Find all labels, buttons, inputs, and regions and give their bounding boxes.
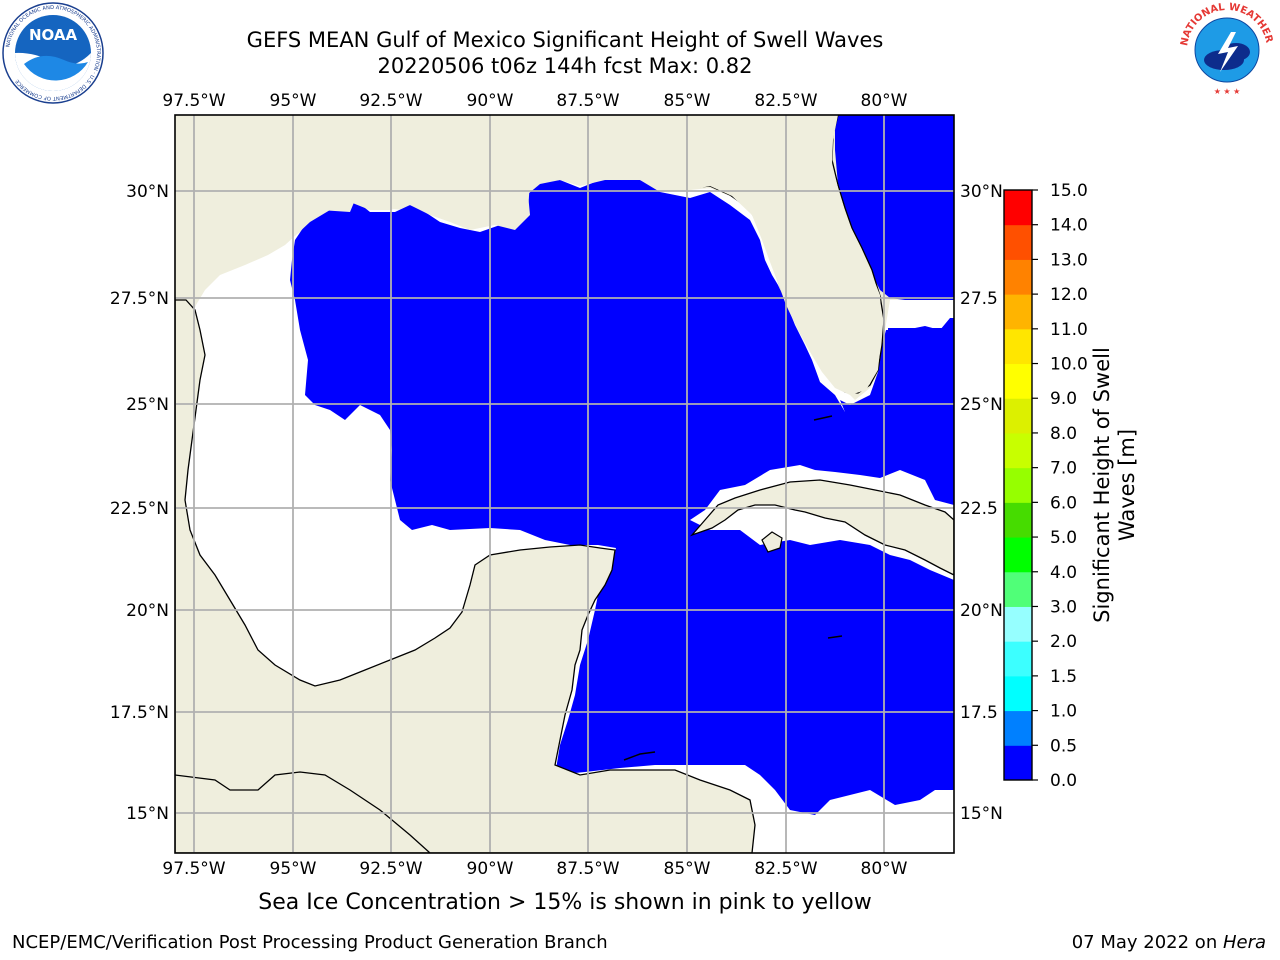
colorbar-segment [1004, 432, 1032, 469]
lon-label-top: 92.5°W [359, 91, 422, 111]
colorbar-tick-label: 14.0 [1050, 216, 1088, 236]
isle-of-youth-land [761, 531, 783, 553]
footer-date-text: 07 May 2022 on [1071, 932, 1223, 953]
lat-label-left: 15°N [126, 804, 169, 824]
lon-label-bottom: 90°W [467, 859, 514, 879]
colorbar-tick-label: 2.0 [1050, 632, 1077, 652]
lat-label-right: 25°N [960, 395, 1003, 415]
colorbar-segment [1004, 190, 1032, 226]
noaa-logo-text: NOAA [29, 26, 78, 44]
map-area [175, 115, 954, 853]
lon-label-top: 82.5°W [754, 91, 817, 111]
colorbar-segment [1004, 710, 1032, 746]
colorbar-segment [1004, 745, 1032, 781]
lon-labels-top: 97.5°W 95°W 92.5°W 90°W 87.5°W 85°W 82.5… [162, 91, 907, 111]
lon-labels-bottom: 97.5°W 95°W 92.5°W 90°W 87.5°W 85°W 82.5… [162, 859, 907, 879]
colorbar-segment [1004, 363, 1032, 399]
colorbar-tick-label: 7.0 [1050, 459, 1077, 479]
lon-label-top: 90°W [467, 91, 514, 111]
colorbar-segment [1004, 606, 1032, 642]
lon-label-bottom: 85°W [664, 859, 711, 879]
lat-label-right: 15°N [960, 804, 1003, 824]
colorbar-tick-label: 4.0 [1050, 563, 1077, 583]
no-data-patch [312, 568, 322, 578]
lat-labels-right: 15°N 17.5 20°N 22.5 25°N 27.5 30°N [960, 182, 1003, 824]
lon-label-top: 87.5°W [556, 91, 619, 111]
cuba-land [689, 479, 954, 576]
noaa-logo: NOAA NATIONAL OCEANIC AND ATMOSPHERIC AD… [2, 2, 104, 104]
colorbar-tick-label: 13.0 [1050, 250, 1088, 270]
chart-subtitle: 20220506 t06z 144h fcst Max: 0.82 [377, 54, 753, 78]
lat-label-right: 20°N [960, 601, 1003, 621]
lat-label-left: 25°N [126, 395, 169, 415]
colorbar-tick-label: 3.0 [1050, 597, 1077, 617]
atlantic-swell-south [888, 328, 954, 500]
colorbar-tick-label: 8.0 [1050, 424, 1077, 444]
chart-title: GEFS MEAN Gulf of Mexico Significant Hei… [246, 28, 884, 52]
nws-logo: NATIONAL WEATHER SERVICE ★ ★ ★ [1176, 2, 1275, 96]
lat-label-left: 20°N [126, 601, 169, 621]
lon-label-bottom: 80°W [861, 859, 908, 879]
colorbar-tick-label: 6.0 [1050, 493, 1077, 513]
lat-label-right: 17.5 [960, 703, 998, 723]
colorbar-frame [1003, 189, 1033, 781]
colorbar-tick-label: 10.0 [1050, 355, 1088, 375]
lon-label-bottom: 95°W [270, 859, 317, 879]
lat-labels-left: 15°N 17.5°N 20°N 22.5°N 25°N 27.5°N 30°N [110, 182, 169, 824]
mexico-land [175, 299, 756, 853]
colorbar-tick-label: 0.0 [1050, 771, 1077, 791]
colorbar-segment [1004, 259, 1032, 295]
lat-label-left: 30°N [126, 182, 169, 202]
lon-label-bottom: 97.5°W [162, 859, 225, 879]
lon-label-bottom: 92.5°W [359, 859, 422, 879]
us-gulf-coast-land [175, 115, 882, 395]
colorbar-tick-label: 15.0 [1050, 181, 1088, 201]
graticule [175, 115, 954, 853]
colorbar-segment [1004, 675, 1032, 712]
colorbar-label: Significant Height of Swell Waves [m] [1090, 347, 1139, 623]
colorbar-segment [1004, 328, 1032, 365]
lat-label-left: 17.5°N [110, 703, 169, 723]
lon-label-bottom: 87.5°W [556, 859, 619, 879]
lat-label-right: 30°N [960, 182, 1003, 202]
colorbar-tick-label: 0.5 [1050, 736, 1077, 756]
colorbar-tick-label: 9.0 [1050, 389, 1077, 409]
lat-label-left: 27.5°N [110, 289, 169, 309]
colorbar-segment [1004, 294, 1032, 330]
colorbar-segment [1004, 502, 1032, 538]
svg-text:★ ★ ★: ★ ★ ★ [1214, 87, 1241, 96]
colorbar-segment [1004, 641, 1032, 677]
lat-label-right: 22.5 [960, 499, 998, 519]
colorbar-segment [1004, 467, 1032, 503]
colorbar-segment [1004, 571, 1032, 607]
footer-date: 07 May 2022 on Hera [1072, 932, 1266, 953]
colorbar-tick-label: 1.0 [1050, 702, 1077, 722]
cayman-islands [623, 415, 843, 761]
no-data-patch [196, 450, 206, 486]
footer-host: Hera [1222, 932, 1266, 953]
colorbar-tick-label: 12.0 [1050, 285, 1088, 305]
lon-label-top: 97.5°W [162, 91, 225, 111]
swell-region-low [290, 180, 954, 815]
colorbar-segment [1004, 537, 1032, 573]
colorbar: 0.0 0.5 1.0 1.5 2.0 3.0 4.0 5.0 6.0 7.0 8.0 9.0 10.0… [1003, 181, 1088, 791]
lon-label-top: 80°W [861, 91, 908, 111]
lon-label-top: 85°W [664, 91, 711, 111]
sea-ice-note: Sea Ice Concentration > 15% is shown in … [258, 890, 872, 915]
map-frame [174, 114, 955, 854]
no-data-patch [264, 308, 284, 320]
lat-label-left: 22.5°N [110, 499, 169, 519]
colorbar-tick-label: 11.0 [1050, 320, 1088, 340]
gulf-west-white [188, 240, 480, 684]
lon-label-bottom: 82.5°W [754, 859, 817, 879]
colorbar-segment [1004, 224, 1032, 260]
colorbar-segment [1004, 398, 1032, 434]
lon-label-top: 95°W [270, 91, 317, 111]
lat-label-right: 27.5 [960, 289, 998, 309]
footer-producer: NCEP/EMC/Verification Post Processing Pr… [12, 932, 608, 953]
colorbar-tick-label: 5.0 [1050, 528, 1077, 548]
colorbar-tick-label: 1.5 [1050, 667, 1077, 687]
